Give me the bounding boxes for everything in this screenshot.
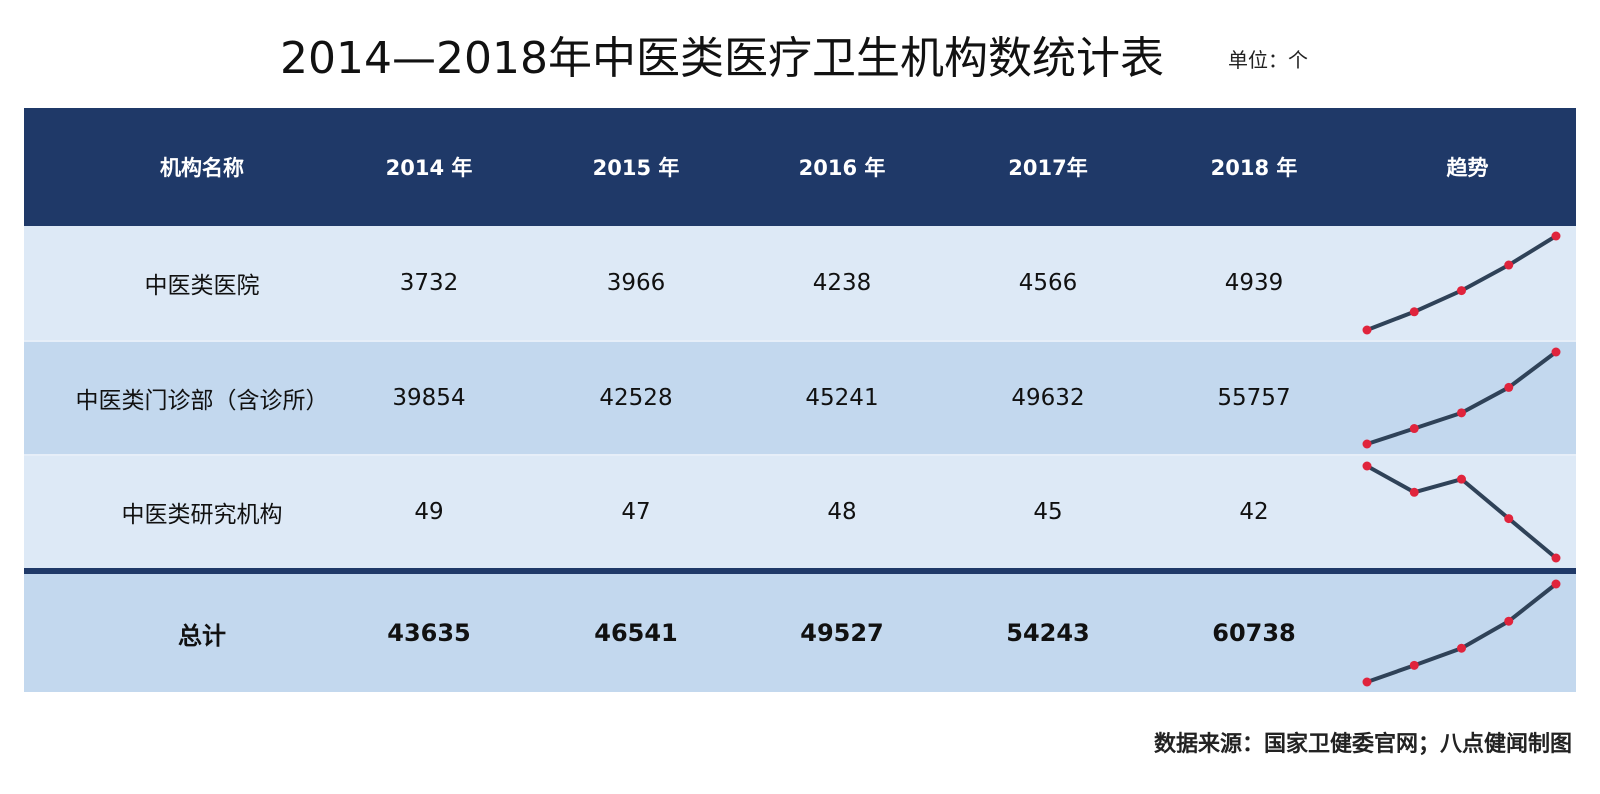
cell-2016: 45241 [805, 385, 879, 411]
cell-2014: 43635 [387, 619, 471, 647]
row-name: 中医类门诊部（含诊所） [75, 388, 329, 414]
table-row: 中医类医院 3732 3966 4238 4566 4939 [24, 226, 1576, 340]
cell-2014: 3732 [399, 270, 459, 296]
cell-2015: 46541 [594, 619, 678, 647]
trend-sparkline [1362, 231, 1561, 335]
cell-2018: 55757 [1217, 385, 1291, 411]
cell-2017: 45 [1033, 499, 1063, 525]
sparkline-point [1409, 307, 1419, 317]
unit-label: 单位：个 [1228, 48, 1308, 72]
cell-2018: 42 [1239, 499, 1269, 525]
cell-2015: 42528 [599, 385, 673, 411]
total-row: 总计 43635 46541 49527 54243 60738 [24, 574, 1576, 692]
header-2017: 2017年 [1008, 156, 1088, 180]
sparkline-point [1409, 660, 1419, 670]
sparkline-point [1504, 382, 1514, 392]
sparkline-point [1457, 474, 1466, 484]
page-title: 2014—2018年中医类医疗卫生机构数统计表 [280, 33, 1164, 84]
trend-sparkline [1362, 579, 1561, 687]
cell-2016: 49527 [800, 619, 884, 647]
table-row: 中医类门诊部（含诊所） 39854 42528 45241 49632 5575… [24, 340, 1576, 454]
header-2016: 2016 年 [798, 156, 886, 180]
sparkline-point [1409, 424, 1419, 434]
header-2018: 2018 年 [1210, 156, 1298, 180]
header-trend: 趋势 [1446, 156, 1489, 180]
sparkline-point [1504, 260, 1514, 270]
sparkline-path [1366, 234, 1558, 332]
header-2015: 2015 年 [592, 156, 680, 180]
table-header: 机构名称 2014 年 2015 年 2016 年 2017年 2018 年 趋… [24, 108, 1576, 226]
cell-2017: 49632 [1011, 385, 1085, 411]
sparkline-point [1362, 325, 1372, 335]
cell-2014: 39854 [392, 385, 466, 411]
sparkline-path [1366, 350, 1558, 446]
cell-2017: 4566 [1018, 270, 1078, 296]
trend-sparkline [1362, 461, 1561, 563]
sparkline-point [1362, 439, 1372, 449]
sparkline-point [1551, 579, 1561, 589]
sparkline-point [1362, 461, 1372, 471]
cell-2018: 60738 [1212, 619, 1296, 647]
row-name: 中医类研究机构 [121, 502, 283, 528]
table-row: 中医类研究机构 49 47 48 45 42 [24, 454, 1576, 568]
trend-sparkline [1362, 347, 1561, 449]
source-note: 数据来源：国家卫健委官网；八点健闻制图 [1153, 732, 1572, 757]
cell-2016: 4238 [812, 270, 872, 296]
sparkline-point [1457, 286, 1466, 296]
header-2014: 2014 年 [385, 156, 473, 180]
cell-2017: 54243 [1006, 619, 1090, 647]
sparkline-point [1362, 677, 1372, 687]
sparkline-point [1457, 643, 1466, 653]
cell-2015: 3966 [606, 270, 666, 296]
total-divider [24, 568, 1576, 574]
sparkline-point [1551, 347, 1561, 357]
sparkline-point [1551, 553, 1561, 563]
cell-2014: 49 [414, 499, 444, 525]
header-name: 机构名称 [160, 156, 244, 180]
stats-table: 机构名称 2014 年 2015 年 2016 年 2017年 2018 年 趋… [24, 108, 1576, 698]
sparkline-point [1551, 231, 1561, 241]
sparkline-path [1366, 582, 1558, 684]
sparkline-point [1504, 514, 1514, 524]
cell-2018: 4939 [1224, 270, 1284, 296]
row-name: 中医类医院 [144, 273, 260, 299]
row-name: 总计 [178, 621, 226, 650]
sparkline-point [1504, 616, 1514, 626]
sparkline-point [1409, 487, 1419, 497]
sparkline-point [1457, 408, 1466, 418]
cell-2015: 47 [621, 499, 651, 525]
cell-2016: 48 [827, 499, 857, 525]
